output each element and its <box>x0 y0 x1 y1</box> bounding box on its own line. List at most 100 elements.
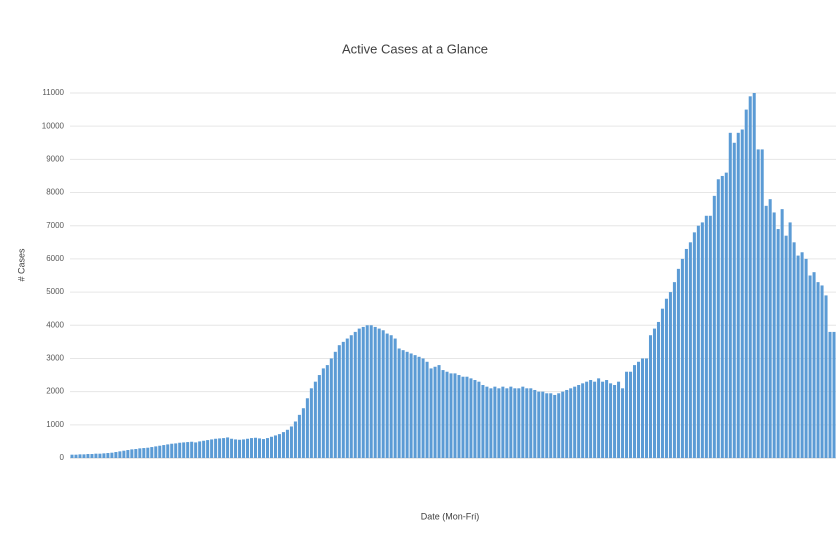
bar <box>732 142 736 459</box>
bar <box>497 388 501 458</box>
bar <box>190 441 194 458</box>
bar <box>792 242 796 458</box>
bar <box>269 436 273 458</box>
bar <box>489 388 493 458</box>
bar <box>589 380 593 458</box>
bar <box>728 132 732 458</box>
bar <box>170 443 174 458</box>
bar <box>553 394 557 458</box>
bar <box>752 93 756 458</box>
bar <box>525 388 529 458</box>
bar <box>285 429 289 458</box>
bar <box>90 454 94 458</box>
bar <box>218 438 222 458</box>
bar <box>397 348 401 458</box>
bar <box>417 356 421 458</box>
bar <box>664 298 668 458</box>
bar <box>513 388 517 458</box>
bar <box>313 381 317 458</box>
bar <box>118 451 122 458</box>
bar <box>385 333 389 458</box>
bar <box>517 388 521 458</box>
y-tick-label: 1000 <box>46 420 64 429</box>
bar <box>756 149 760 458</box>
bar <box>640 358 645 458</box>
bar <box>381 330 385 458</box>
bar <box>788 222 792 458</box>
bar <box>465 376 469 458</box>
bar <box>796 255 800 458</box>
bar <box>625 371 629 458</box>
bar <box>636 361 641 458</box>
bar <box>162 445 166 458</box>
bar <box>98 453 102 458</box>
bar <box>828 331 832 458</box>
y-tick-label: 11000 <box>42 88 64 97</box>
bar <box>633 365 637 458</box>
bar <box>609 383 613 458</box>
bar <box>457 375 461 458</box>
bar <box>421 358 425 458</box>
bar <box>768 199 772 458</box>
bar <box>242 439 246 458</box>
bar <box>230 438 234 458</box>
bar <box>617 381 621 458</box>
y-tick-label: 3000 <box>46 354 64 363</box>
bar <box>477 381 481 458</box>
bar <box>569 388 573 458</box>
bar <box>441 370 445 458</box>
bar <box>321 368 325 458</box>
bar <box>130 449 134 458</box>
bar <box>289 426 293 458</box>
bar <box>541 391 545 458</box>
bar <box>309 388 313 458</box>
bar <box>357 328 361 458</box>
bar <box>154 446 158 458</box>
bar <box>593 381 597 458</box>
bar <box>521 386 525 458</box>
y-tick-label: 2000 <box>46 387 64 396</box>
bar <box>353 331 357 458</box>
bar <box>644 358 649 458</box>
bar <box>202 440 206 458</box>
bar <box>146 447 150 458</box>
bar <box>493 386 497 458</box>
bar <box>800 252 804 458</box>
bar <box>804 258 808 458</box>
bar <box>740 129 744 458</box>
y-tick-label: 7000 <box>46 221 64 230</box>
bar <box>413 355 417 458</box>
bar <box>816 282 820 458</box>
bar <box>656 321 660 458</box>
bar <box>293 421 297 458</box>
bar <box>138 448 142 458</box>
bar <box>704 215 708 458</box>
bar <box>605 380 609 458</box>
bar <box>820 285 824 458</box>
bar <box>545 393 549 458</box>
bar <box>808 275 812 458</box>
bar <box>246 438 250 458</box>
bar <box>337 345 341 458</box>
bar <box>78 454 82 458</box>
bar <box>529 388 533 458</box>
bar <box>680 258 684 458</box>
bar <box>70 454 74 458</box>
bar <box>178 442 182 458</box>
bar <box>708 215 712 458</box>
bar <box>561 391 565 458</box>
bar <box>533 389 537 458</box>
bar <box>684 248 688 458</box>
bar <box>186 442 190 458</box>
bar <box>349 335 353 458</box>
bar <box>373 326 377 458</box>
bar <box>549 393 553 458</box>
bar <box>134 449 138 458</box>
bar <box>253 437 258 458</box>
bar <box>668 292 672 458</box>
bar <box>449 373 453 458</box>
y-axis-title: # Cases <box>16 248 26 282</box>
bar <box>744 109 748 458</box>
bar <box>660 308 664 458</box>
bar <box>485 386 489 458</box>
